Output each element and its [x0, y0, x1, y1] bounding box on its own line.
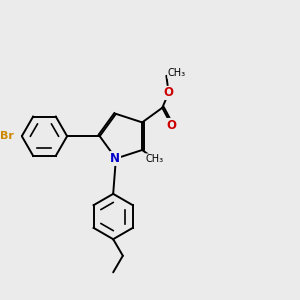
Text: CH₃: CH₃	[146, 154, 164, 164]
Text: O: O	[164, 86, 174, 99]
Text: N: N	[110, 152, 120, 165]
Text: CH₃: CH₃	[168, 68, 186, 78]
Text: Br: Br	[0, 131, 14, 141]
Text: O: O	[167, 118, 176, 131]
